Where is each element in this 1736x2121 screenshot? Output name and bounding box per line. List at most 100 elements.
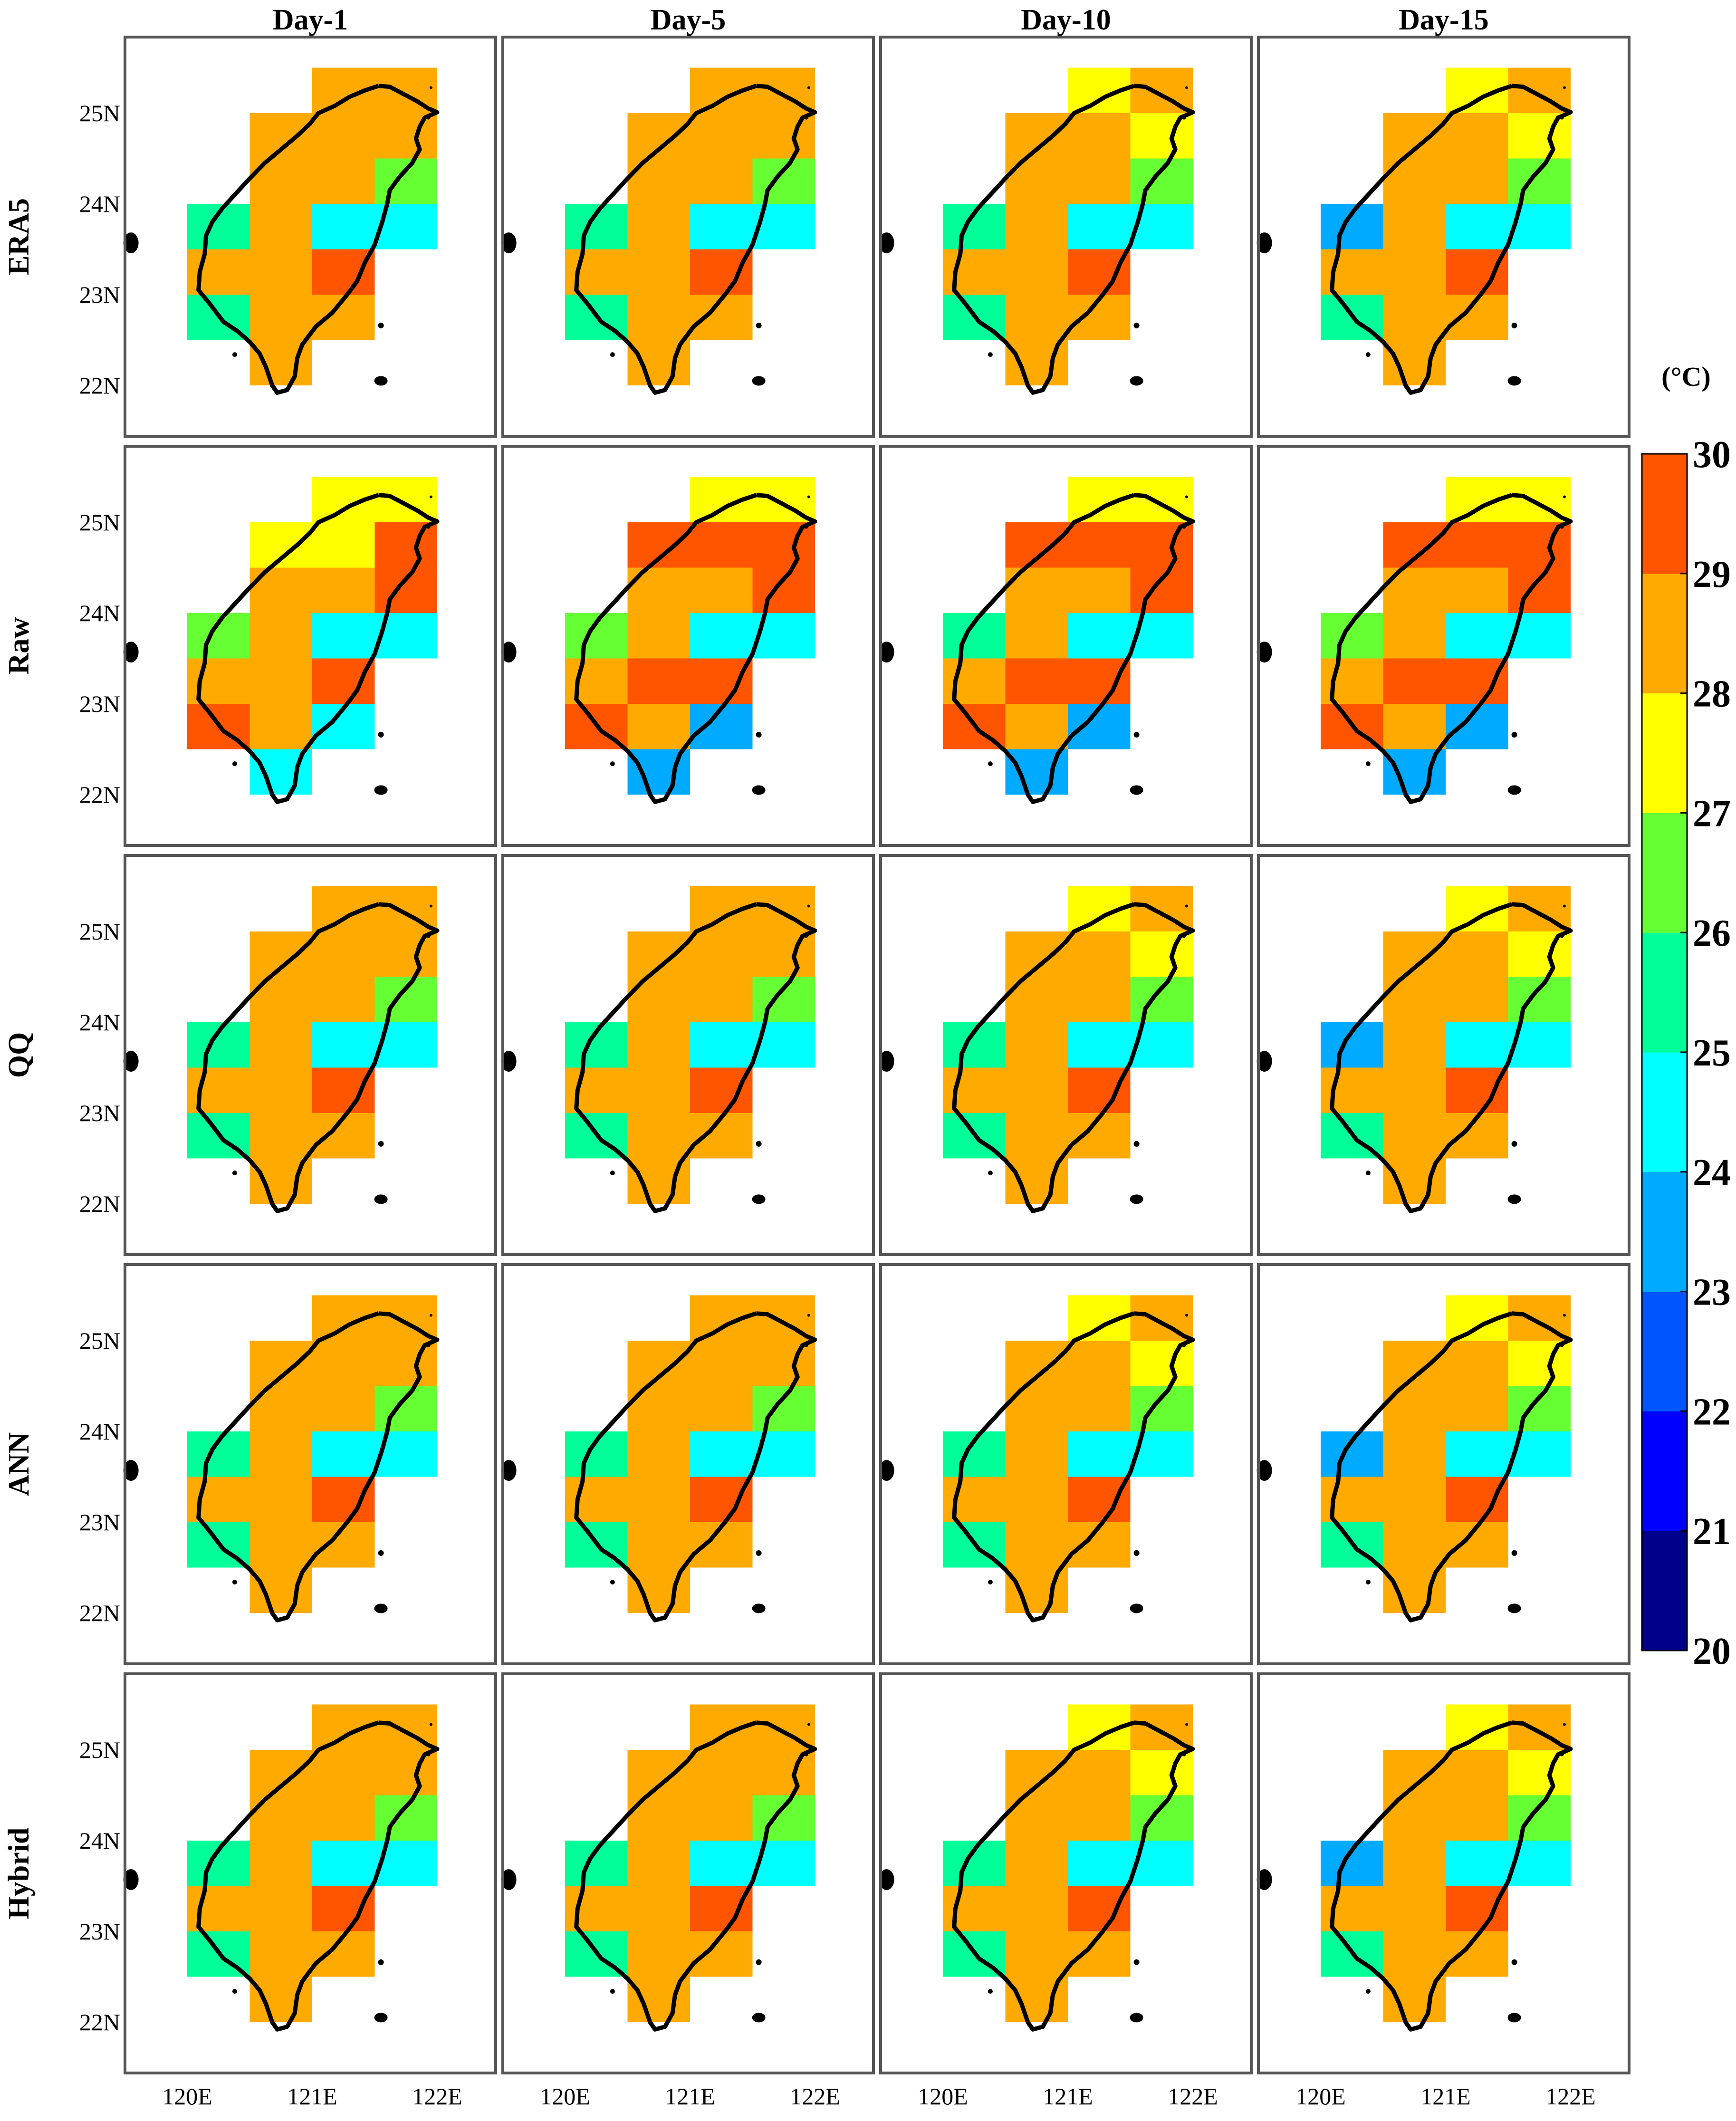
grid-cell — [374, 522, 437, 568]
grid-cell — [1130, 567, 1193, 613]
grid-cell — [690, 931, 753, 977]
colorbar-segment — [1642, 813, 1687, 933]
panel-cells — [187, 477, 437, 795]
map-panel-qq-day-15 — [1256, 854, 1630, 1256]
taiwan-coastline — [952, 902, 1195, 1213]
island — [752, 785, 766, 795]
latitude-tick-label: 23N — [79, 281, 120, 308]
colorbar-tick-label: 29 — [1693, 554, 1731, 595]
grid-cell — [1130, 1341, 1193, 1386]
island — [426, 115, 431, 120]
grid-cell — [249, 704, 312, 749]
island — [1185, 495, 1188, 499]
grid-cell — [1068, 113, 1131, 159]
colorbar-tick-label: 21 — [1693, 1511, 1731, 1553]
latitude-tick-label: 22N — [79, 2009, 120, 2035]
island — [1560, 525, 1564, 529]
island — [1133, 322, 1140, 328]
latitude-tick-label: 25N — [79, 509, 120, 536]
colorbar-tick-label: 25 — [1693, 1032, 1731, 1074]
grid-cell — [1383, 704, 1446, 749]
grid-cell — [627, 567, 690, 613]
grid-cell — [1068, 1067, 1131, 1113]
colorbar-segment — [1642, 454, 1687, 574]
island — [374, 785, 388, 795]
island — [879, 642, 894, 663]
latitude-tick-label: 24N — [79, 1009, 120, 1036]
grid-cell — [1383, 1522, 1446, 1568]
island — [232, 1171, 237, 1176]
island — [610, 761, 615, 767]
longitude-tick-label: 120E — [918, 2083, 968, 2110]
grid-cell — [249, 1431, 312, 1477]
grid-cell — [249, 613, 312, 659]
grid-cell — [627, 1386, 690, 1431]
map-panel-raw-day-10 — [879, 445, 1253, 847]
grid-cell — [1130, 522, 1193, 568]
map-panel-ann-day-1 — [123, 1263, 497, 1665]
island — [756, 731, 762, 738]
grid-cell — [1383, 977, 1446, 1022]
island — [1133, 1141, 1140, 1147]
grid-cell — [1068, 522, 1131, 568]
longitude-tick-label: 120E — [540, 2083, 590, 2110]
grid-cell — [1005, 1022, 1068, 1068]
taiwan-coastline — [196, 84, 440, 395]
latitude-tick-label: 24N — [79, 191, 120, 217]
island — [1511, 1550, 1517, 1556]
taiwan-coastline — [196, 1311, 440, 1622]
panel-frame — [124, 1672, 497, 2074]
grid-cell — [1446, 931, 1508, 977]
island — [1256, 642, 1272, 663]
taiwan-coastline — [574, 84, 817, 395]
grid-cell — [1005, 977, 1068, 1022]
grid-cell — [312, 1067, 375, 1113]
grid-cell — [1508, 1750, 1571, 1795]
map-panel-qq-day-10 — [879, 854, 1253, 1256]
taiwan-coastline — [196, 1720, 440, 2032]
island — [1507, 376, 1521, 386]
island — [807, 86, 810, 89]
grid-cell — [312, 658, 375, 704]
island — [756, 1141, 762, 1147]
latitude-tick-label: 25N — [79, 1737, 120, 1763]
island — [374, 1603, 388, 1613]
grid-cell — [1446, 1795, 1508, 1841]
grid-cell — [1446, 613, 1508, 659]
panel-frame — [1257, 854, 1630, 1256]
grid-cell — [1068, 613, 1131, 659]
grid-cell — [690, 658, 753, 704]
island — [1185, 1314, 1188, 1317]
map-panel-hybrid-day-5 — [501, 1672, 875, 2074]
longitude-tick-label: 120E — [1295, 2083, 1346, 2110]
grid-cell — [1005, 1113, 1068, 1159]
grid-cell — [1068, 1386, 1131, 1431]
grid-cell — [249, 1931, 312, 1977]
grid-cell — [1130, 931, 1193, 977]
grid-cell — [249, 1795, 312, 1841]
panel-frame — [879, 36, 1253, 438]
island — [988, 1171, 993, 1176]
grid-cell — [312, 158, 375, 204]
grid-cell — [1383, 1477, 1446, 1522]
island — [1365, 1580, 1371, 1585]
island — [804, 1343, 808, 1347]
grid-cell — [312, 522, 375, 568]
island — [1133, 1550, 1140, 1556]
colorbar-segment — [1642, 932, 1687, 1053]
island — [610, 1580, 615, 1585]
grid-cell — [690, 613, 753, 659]
grid-cell — [1005, 704, 1068, 749]
island — [501, 642, 517, 663]
grid-cell — [1068, 1841, 1131, 1886]
grid-cell — [1383, 1431, 1446, 1477]
island — [426, 525, 431, 529]
island — [1256, 1051, 1272, 1072]
island — [1511, 731, 1517, 738]
grid-cell — [249, 1841, 312, 1886]
island — [378, 1141, 384, 1147]
island — [1182, 115, 1186, 120]
grid-cell — [374, 158, 437, 204]
map-panel-hybrid-day-15 — [1256, 1672, 1630, 2074]
grid-cell — [1383, 1022, 1446, 1068]
